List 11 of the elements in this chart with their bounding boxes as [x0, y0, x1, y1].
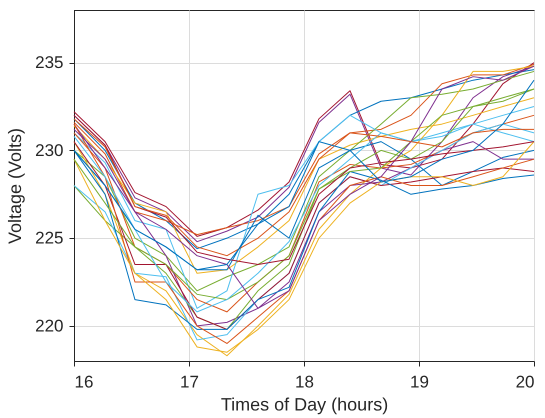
y-tick-label: 230: [35, 140, 64, 160]
x-tick-label: 17: [180, 372, 199, 392]
y-axis-title: Voltage (Volts): [5, 128, 26, 244]
x-axis-title: Times of Day (hours): [220, 394, 388, 414]
x-tick-label: 19: [410, 372, 429, 392]
y-tick-label: 220: [35, 316, 64, 336]
x-tick-label: 16: [74, 372, 94, 392]
y-tick-label: 235: [35, 53, 64, 72]
y-tick-label: 225: [35, 228, 64, 248]
x-tick-label: 20: [516, 372, 534, 392]
x-tick-label: 18: [295, 372, 314, 392]
